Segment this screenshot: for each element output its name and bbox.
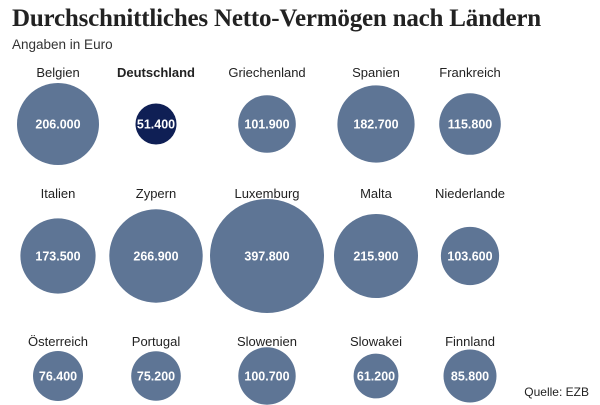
chart-subtitle: Angaben in Euro [12, 37, 113, 52]
country-label-malta: Malta [360, 186, 393, 201]
bubble-italien [20, 218, 96, 294]
bubble-oesterreich [33, 351, 83, 401]
bubble-frankreich [439, 93, 501, 155]
country-label-luxemburg: Luxemburg [234, 186, 299, 201]
country-label-oesterreich: Österreich [28, 334, 88, 349]
bubble-malta [334, 214, 418, 298]
value-label-frankreich: 115.800 [448, 118, 493, 132]
country-label-portugal: Portugal [132, 334, 181, 349]
country-label-frankreich: Frankreich [439, 65, 500, 80]
country-label-spanien: Spanien [352, 65, 400, 80]
country-label-niederlande: Niederlande [435, 186, 505, 201]
bubble-portugal [131, 351, 181, 401]
bubble-slowenien [238, 347, 296, 405]
value-label-zypern: 266.900 [133, 250, 178, 264]
chart-source: Quelle: EZB [524, 385, 589, 399]
value-label-belgien: 206.000 [35, 118, 80, 132]
value-label-niederlande: 103.600 [447, 250, 492, 264]
country-label-slowakei: Slowakei [350, 334, 402, 349]
country-label-zypern: Zypern [136, 186, 176, 201]
value-label-griechenland: 101.900 [244, 118, 289, 132]
bubble-belgien [17, 83, 99, 165]
value-label-deutschland: 51.400 [137, 118, 175, 132]
country-label-italien: Italien [41, 186, 76, 201]
value-label-slowakei: 61.200 [357, 370, 395, 384]
value-label-malta: 215.900 [353, 250, 398, 264]
bubble-griechenland [238, 95, 296, 153]
country-label-finnland: Finnland [445, 334, 495, 349]
country-label-belgien: Belgien [36, 65, 79, 80]
bubble-deutschland [135, 103, 177, 145]
value-label-slowenien: 100.700 [244, 370, 289, 384]
bubble-finnland [443, 349, 497, 403]
value-label-spanien: 182.700 [353, 118, 398, 132]
country-label-deutschland: Deutschland [117, 65, 195, 80]
value-label-luxemburg: 397.800 [244, 250, 289, 264]
bubble-luxemburg [210, 199, 324, 313]
country-label-slowenien: Slowenien [237, 334, 297, 349]
value-label-finnland: 85.800 [451, 370, 489, 384]
bubble-zypern [109, 209, 203, 303]
value-label-italien: 173.500 [35, 250, 80, 264]
country-label-griechenland: Griechenland [228, 65, 305, 80]
bubble-spanien [337, 85, 415, 163]
value-label-oesterreich: 76.400 [39, 370, 77, 384]
bubble-slowakei [353, 353, 399, 399]
value-label-portugal: 75.200 [137, 370, 175, 384]
chart-title: Durchschnittliches Netto-Vermögen nach L… [12, 5, 541, 32]
bubble-niederlande [440, 226, 500, 286]
